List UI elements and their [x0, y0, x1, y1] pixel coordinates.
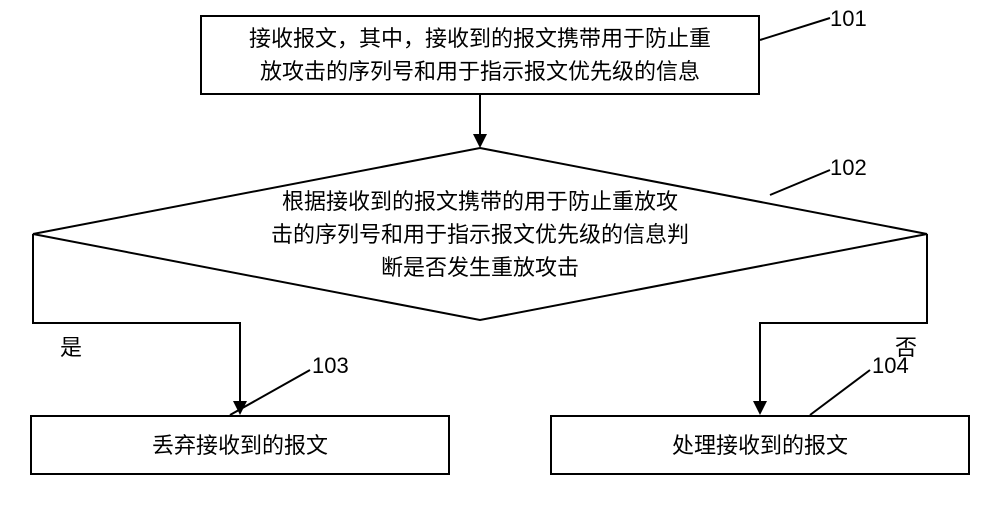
ref-102: 102 — [830, 155, 867, 181]
decision-replay: 根据接收到的报文携带的用于防止重放攻击的序列号和用于指示报文优先级的信息判断是否… — [30, 145, 930, 323]
process-handle: 处理接收到的报文 — [550, 415, 970, 475]
process-receive-text: 接收报文，其中，接收到的报文携带用于防止重放攻击的序列号和用于指示报文优先级的信… — [249, 22, 711, 88]
process-receive: 接收报文，其中，接收到的报文携带用于防止重放攻击的序列号和用于指示报文优先级的信… — [200, 15, 760, 95]
edge-yes-label: 是 — [60, 330, 82, 362]
ref-103: 103 — [312, 353, 349, 379]
process-handle-text: 处理接收到的报文 — [672, 429, 848, 462]
process-discard-text: 丢弃接收到的报文 — [152, 429, 328, 462]
ref-101: 101 — [830, 6, 867, 32]
ref-104: 104 — [872, 353, 909, 379]
process-discard: 丢弃接收到的报文 — [30, 415, 450, 475]
decision-replay-text: 根据接收到的报文携带的用于防止重放攻击的序列号和用于指示报文优先级的信息判断是否… — [220, 175, 740, 293]
flowchart-container: 接收报文，其中，接收到的报文携带用于防止重放攻击的序列号和用于指示报文优先级的信… — [0, 0, 1000, 517]
